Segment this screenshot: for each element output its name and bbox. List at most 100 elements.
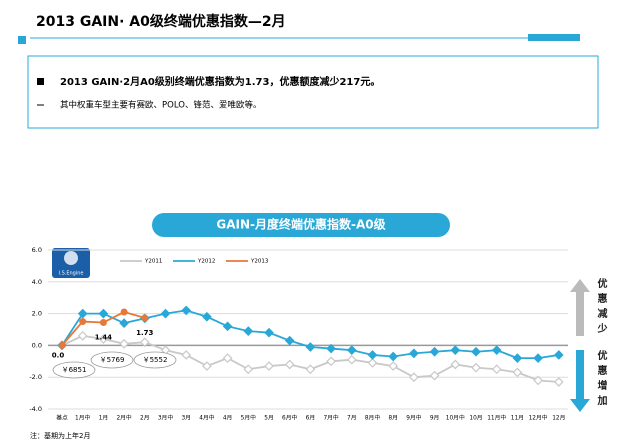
point bbox=[533, 375, 543, 386]
annotation-bubble bbox=[90, 351, 134, 369]
annotation: ￥5552 bbox=[143, 356, 168, 364]
point bbox=[99, 319, 107, 327]
point bbox=[471, 362, 481, 373]
x-tick-label: 12月 bbox=[552, 415, 565, 422]
data-label: 0.0 bbox=[52, 351, 65, 359]
point bbox=[181, 350, 192, 360]
x-tick-label: 1月 bbox=[99, 415, 109, 422]
x-tick-label: 6月中 bbox=[282, 414, 297, 422]
bullet-text: 其中权重车型主要有赛欧、POLO、锋范、爱唯欧等。 bbox=[60, 100, 261, 111]
x-tick-label: 9月 bbox=[430, 415, 440, 422]
point bbox=[346, 354, 357, 365]
x-tick-label: 11月中 bbox=[487, 414, 506, 422]
point bbox=[139, 337, 150, 348]
x-tick-label: 5月 bbox=[264, 415, 274, 422]
point bbox=[450, 359, 461, 370]
point bbox=[79, 318, 87, 326]
point bbox=[409, 372, 419, 383]
point bbox=[553, 350, 564, 360]
annotation: ￥5769 bbox=[100, 356, 125, 364]
annotation-bubble bbox=[133, 351, 177, 369]
point bbox=[429, 370, 440, 381]
y-tick-label: 2.0 bbox=[32, 310, 42, 318]
point bbox=[367, 358, 378, 368]
y-tick-label: 6.0 bbox=[32, 246, 42, 254]
point bbox=[222, 321, 233, 332]
point bbox=[119, 318, 129, 328]
point bbox=[264, 327, 274, 338]
point bbox=[120, 308, 128, 316]
title-marker bbox=[18, 36, 26, 44]
down-arrow bbox=[570, 350, 590, 412]
x-tick-label: 3月中 bbox=[158, 414, 173, 422]
point bbox=[58, 341, 66, 349]
point bbox=[98, 308, 109, 319]
x-tick-label: 9月中 bbox=[406, 414, 421, 422]
x-tick-label: 3月 bbox=[181, 415, 191, 422]
x-tick-label: 2月 bbox=[140, 415, 150, 422]
x-tick-label: 10月中 bbox=[446, 414, 465, 422]
point bbox=[388, 361, 399, 371]
x-tick-label: 5月中 bbox=[241, 414, 256, 422]
summary-box bbox=[27, 55, 599, 129]
point bbox=[77, 331, 88, 341]
point bbox=[409, 348, 419, 359]
point bbox=[141, 314, 149, 322]
footnote: 注：基期为上年2月 bbox=[30, 431, 90, 440]
point bbox=[181, 305, 192, 316]
y-tick-label: 4.0 bbox=[32, 278, 42, 286]
title-rule-accent bbox=[528, 34, 580, 41]
x-tick-label: 6月 bbox=[306, 415, 316, 422]
chart-title: GAIN-月度终端优惠指数-A0级 bbox=[216, 217, 385, 232]
x-tick-label: 4月中 bbox=[199, 414, 214, 422]
point bbox=[512, 367, 523, 378]
point bbox=[305, 364, 316, 375]
legend-label: Y2013 bbox=[250, 259, 269, 265]
logo-mark bbox=[64, 251, 78, 265]
point bbox=[326, 356, 336, 367]
point bbox=[367, 350, 378, 360]
annotation: ￥6851 bbox=[62, 366, 87, 374]
point bbox=[305, 342, 316, 352]
x-tick-label: 8月中 bbox=[365, 414, 380, 422]
y-tick-label: 0.0 bbox=[32, 341, 42, 349]
x-tick-label: 12月中 bbox=[529, 414, 548, 422]
point bbox=[222, 353, 233, 363]
bullet-text: 2013 GAIN·2月A0级别终端优惠指数为1.73，优惠额度减少217元。 bbox=[60, 75, 380, 88]
side-label-down: 优惠增加 bbox=[595, 350, 606, 410]
point bbox=[388, 351, 399, 362]
data-label: 1.44 bbox=[95, 334, 112, 342]
x-tick-label: 8月 bbox=[388, 415, 398, 422]
x-tick-label: 10月 bbox=[469, 415, 482, 422]
point bbox=[98, 334, 109, 344]
point bbox=[553, 377, 564, 387]
point bbox=[512, 353, 523, 363]
point bbox=[284, 335, 295, 346]
point bbox=[202, 311, 212, 322]
y-tick-label: -4.0 bbox=[29, 405, 42, 413]
x-tick-label: 7月中 bbox=[323, 414, 338, 422]
point bbox=[346, 345, 357, 356]
point bbox=[533, 353, 543, 363]
x-tick-label: 7月 bbox=[347, 415, 357, 422]
point bbox=[264, 361, 274, 371]
logo-text: I.S.Engine bbox=[59, 271, 84, 277]
up-arrow bbox=[570, 279, 590, 336]
x-tick-label: 4月 bbox=[223, 415, 233, 422]
x-tick-label: 11月 bbox=[511, 415, 524, 422]
chart-title-pill bbox=[152, 213, 450, 237]
bullet-square bbox=[37, 78, 44, 85]
point bbox=[284, 359, 295, 370]
x-tick-label: 2月中 bbox=[116, 414, 131, 422]
point bbox=[243, 326, 254, 336]
legend-label: Y2012 bbox=[197, 259, 215, 265]
point bbox=[119, 338, 129, 349]
annotation-bubble bbox=[52, 361, 96, 379]
point bbox=[77, 308, 88, 319]
point bbox=[491, 364, 502, 375]
point bbox=[202, 361, 212, 371]
slide-title: 2013 GAIN· A0级终端优惠指数—2月 bbox=[36, 13, 286, 30]
legend-label: Y2011 bbox=[144, 259, 162, 265]
